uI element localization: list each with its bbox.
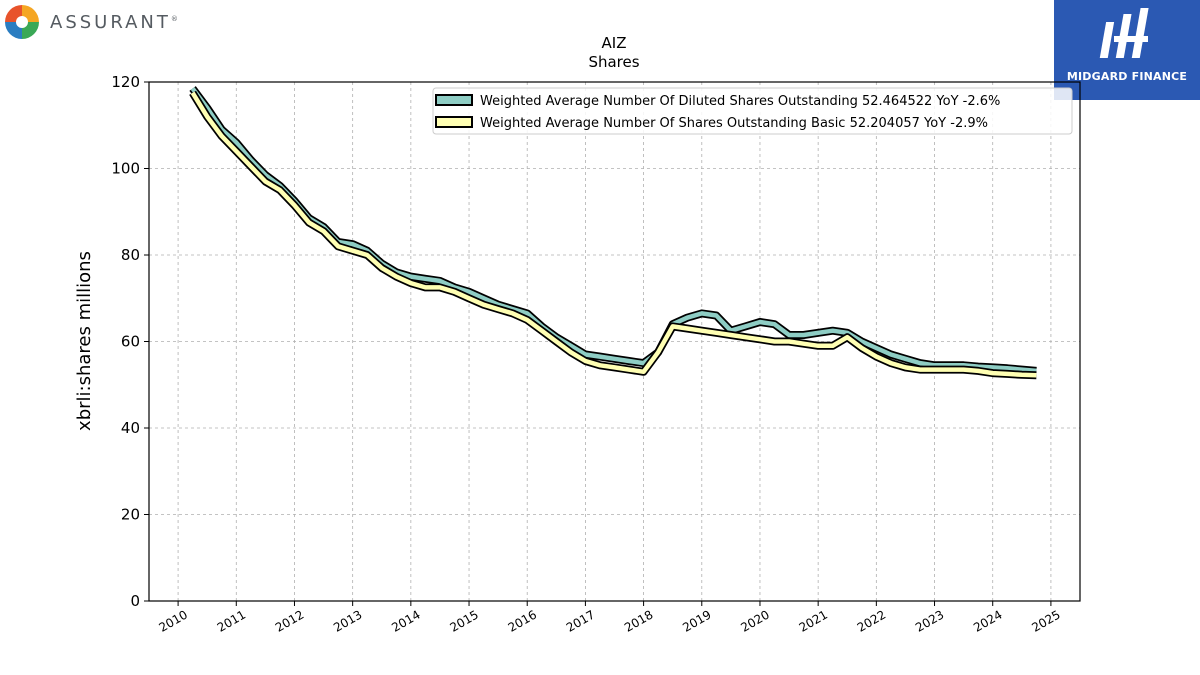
x-tick-label: 2019: [680, 607, 713, 634]
x-tick-label: 2020: [738, 607, 771, 634]
y-tick-label: 40: [121, 419, 140, 437]
x-tick-label: 2016: [506, 607, 539, 634]
midgard-finance-logo-icon: [1099, 8, 1149, 58]
y-tick-label: 60: [121, 333, 140, 351]
legend: Weighted Average Number Of Diluted Share…: [432, 87, 1073, 135]
x-tick-label: 2018: [622, 607, 655, 634]
x-tick-label: 2017: [564, 607, 597, 634]
legend-swatch: [435, 94, 473, 106]
x-tick-label: 2013: [331, 607, 364, 634]
y-axis: 0 20 40 60 80 100 120: [111, 73, 149, 610]
x-tick-label: 2010: [157, 607, 190, 634]
y-tick-label: 0: [130, 592, 140, 610]
x-tick-label: 2021: [797, 607, 830, 634]
assurant-logo: ASSURANT®: [4, 4, 178, 40]
x-tick-label: 2011: [215, 607, 248, 634]
series-2-outline: [189, 90, 1037, 380]
chart-title: AIZ: [602, 34, 627, 52]
x-tick-label: 2023: [913, 607, 946, 634]
assurant-logo-icon: [5, 5, 39, 39]
legend-label: Weighted Average Number Of Diluted Share…: [480, 94, 1000, 109]
x-tick-label: 2012: [273, 607, 306, 634]
x-tick-label: 2024: [971, 607, 1004, 634]
legend-label: Weighted Average Number Of Shares Outsta…: [480, 116, 988, 131]
series-area: [189, 86, 1037, 380]
x-axis: 2010 2011 2012 2013 2014 2015 2016 2017 2018 2019…: [157, 601, 1063, 635]
x-tick-label: 2025: [1029, 607, 1062, 634]
y-tick-label: 80: [121, 246, 140, 264]
x-tick-label: 2022: [855, 607, 888, 634]
grid: [149, 81, 1080, 602]
assurant-wordmark: ASSURANT®: [50, 11, 178, 33]
x-tick-label: 2015: [447, 607, 480, 634]
midgard-finance-logo: MIDGARD FINANCE: [1054, 0, 1200, 100]
legend-swatch: [435, 116, 473, 128]
x-tick-label: 2014: [389, 607, 422, 634]
y-tick-label: 20: [121, 506, 140, 524]
series-2-line: [190, 91, 1037, 378]
y-tick-label: 100: [111, 160, 140, 178]
y-tick-label: 120: [111, 73, 140, 91]
y-axis-label: xbrli:shares millions: [74, 251, 95, 431]
chart-subtitle: Shares: [588, 53, 639, 71]
midgard-finance-wordmark: MIDGARD FINANCE: [1066, 70, 1188, 83]
legend-box: [432, 87, 1073, 135]
